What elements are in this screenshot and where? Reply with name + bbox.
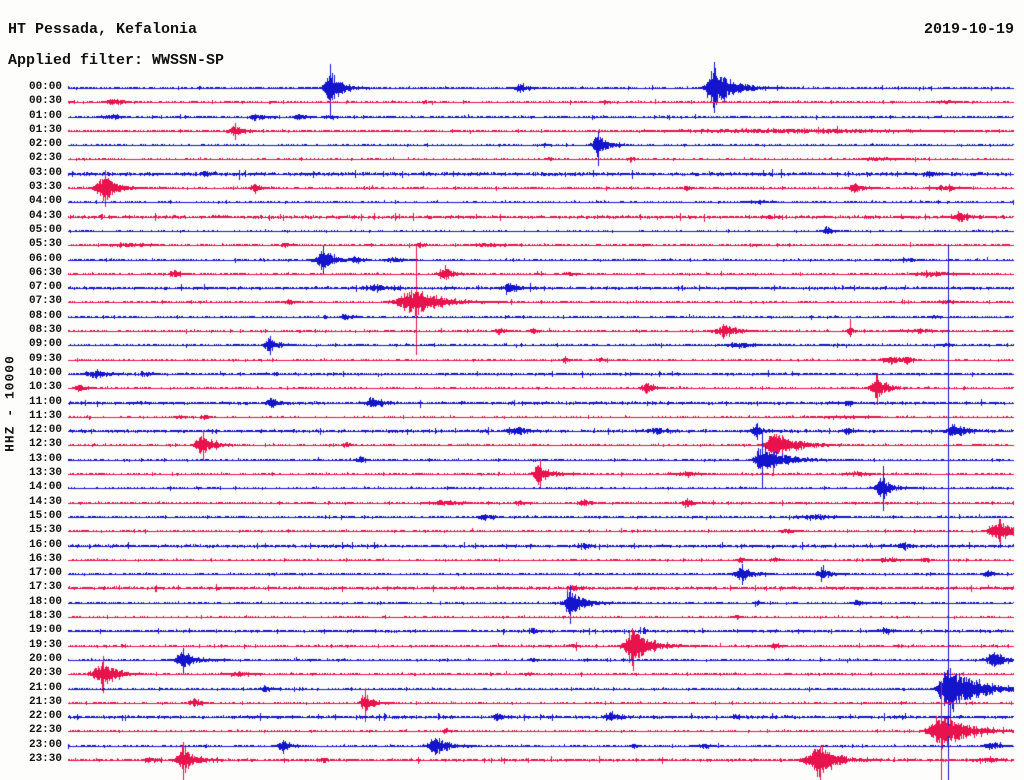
time-label: 17:30 <box>28 581 62 593</box>
time-label: 00:30 <box>28 95 62 107</box>
station-title: HT Pessada, Kefalonia <box>8 21 198 38</box>
time-label: 17:00 <box>28 567 62 579</box>
time-label: 19:30 <box>28 639 62 651</box>
time-label: 18:30 <box>28 610 62 622</box>
time-label: 14:00 <box>28 481 62 493</box>
time-label: 13:00 <box>28 453 62 465</box>
time-label: 14:30 <box>28 496 62 508</box>
time-label: 16:30 <box>28 553 62 565</box>
date-label: 2019-10-19 <box>923 21 1014 38</box>
time-label: 12:30 <box>28 438 62 450</box>
time-label: 12:00 <box>28 424 62 436</box>
time-label: 05:30 <box>28 238 62 250</box>
time-label: 09:30 <box>28 353 62 365</box>
time-label: 11:30 <box>28 410 62 422</box>
time-label: 04:30 <box>28 210 62 222</box>
time-axis: 00:00 00:30 01:00 01:30 02:00 02:30 03:00 03:30… <box>0 0 64 780</box>
time-label: 19:00 <box>28 624 62 636</box>
time-label: 05:00 <box>28 224 62 236</box>
time-label: 10:30 <box>28 381 62 393</box>
time-label: 22:00 <box>28 710 62 722</box>
time-label: 02:00 <box>28 138 62 150</box>
time-label: 06:00 <box>28 253 62 265</box>
time-label: 18:00 <box>28 596 62 608</box>
time-label: 20:30 <box>28 667 62 679</box>
time-label: 10:00 <box>28 367 62 379</box>
time-label: 07:30 <box>28 295 62 307</box>
time-label: 07:00 <box>28 281 62 293</box>
time-label: 08:30 <box>28 324 62 336</box>
time-label: 15:00 <box>28 510 62 522</box>
time-label: 00:00 <box>28 81 62 93</box>
time-label: 09:00 <box>28 338 62 350</box>
time-label: 04:00 <box>28 195 62 207</box>
time-label: 01:00 <box>28 110 62 122</box>
time-label: 16:00 <box>28 539 62 551</box>
time-label: 22:30 <box>28 724 62 736</box>
time-label: 21:30 <box>28 696 62 708</box>
time-label: 23:00 <box>28 739 62 751</box>
time-label: 20:00 <box>28 653 62 665</box>
time-label: 03:00 <box>28 167 62 179</box>
time-label: 06:30 <box>28 267 62 279</box>
applied-filter-label: Applied filter: WWSSN-SP <box>8 52 225 69</box>
time-label: 08:00 <box>28 310 62 322</box>
time-label: 13:30 <box>28 467 62 479</box>
time-label: 02:30 <box>28 152 62 164</box>
time-label: 03:30 <box>28 181 62 193</box>
time-label: 23:30 <box>28 753 62 765</box>
time-label: 01:30 <box>28 124 62 136</box>
time-label: 15:30 <box>28 524 62 536</box>
time-label: 21:00 <box>28 682 62 694</box>
time-label: 11:00 <box>28 396 62 408</box>
